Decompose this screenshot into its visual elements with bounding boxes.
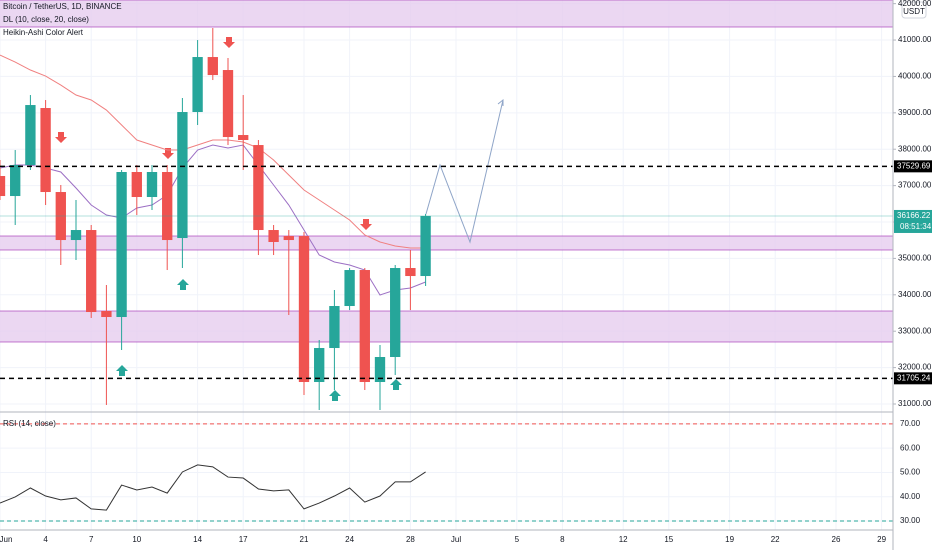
x-tick-label: 14	[193, 535, 202, 544]
candle-body	[268, 230, 279, 242]
down-arrow	[55, 132, 67, 143]
candle-body	[0, 176, 6, 197]
x-tick-label: 15	[664, 535, 673, 544]
candle-body	[283, 236, 294, 241]
currency-label[interactable]: USDT	[903, 7, 925, 16]
countdown-label: 08:51:34	[900, 222, 932, 231]
down-arrow	[223, 37, 235, 48]
candle-body	[70, 230, 82, 241]
rsi-line	[0, 464, 426, 511]
x-tick-label: 17	[239, 535, 248, 544]
candle-body	[101, 311, 112, 318]
zone	[0, 0, 893, 28]
projection-drawing	[425, 99, 504, 244]
down-arrow	[360, 219, 372, 230]
up-arrow	[329, 390, 341, 401]
candle-body	[192, 57, 203, 113]
up-arrow	[116, 365, 128, 376]
y-tick-label: 34000.00	[898, 290, 932, 299]
plot-layer	[0, 28, 893, 511]
level-label: 37529.69	[897, 161, 931, 170]
indicator-label: Heikin-Ashi Color Alert	[3, 28, 84, 37]
candle-body	[344, 270, 355, 307]
x-tick-label: 10	[132, 535, 141, 544]
level-badge	[894, 372, 932, 385]
y-tick-label: 40000.00	[898, 72, 932, 81]
candle-body	[177, 112, 188, 239]
x-tick-label: 4	[43, 535, 48, 544]
candle-body	[10, 165, 21, 197]
down-arrow	[162, 148, 174, 159]
candle-body	[40, 108, 51, 193]
last-price-badge	[894, 209, 932, 233]
buy-signals	[116, 279, 402, 401]
candle-body	[253, 145, 264, 231]
y-tick-label: 41000.00	[898, 35, 932, 44]
y-tick-label: 42000.00	[898, 0, 932, 8]
y-tick-label: 35000.00	[898, 254, 932, 263]
x-tick-label: 28	[406, 535, 415, 544]
level-badge	[894, 160, 932, 173]
rsi-tick-label: 50.00	[900, 468, 921, 477]
x-tick-label: 5	[515, 535, 520, 544]
candle-body	[86, 230, 97, 313]
rsi-title: RSI (14, close)	[3, 419, 56, 428]
indicator-label: DL (10, close, 20, close)	[3, 15, 89, 24]
up-arrow	[390, 379, 402, 390]
x-tick-label: 29	[877, 535, 886, 544]
candle-body	[390, 268, 401, 358]
chart-title: Bitcoin / TetherUS, 1D, BINANCE	[3, 2, 122, 11]
candle-body	[420, 215, 431, 277]
background-layer	[0, 0, 893, 530]
x-tick-label: Jun	[0, 535, 12, 544]
zone	[0, 235, 893, 251]
x-tick-label: 7	[89, 535, 94, 544]
y-tick-label: 38000.00	[898, 144, 932, 153]
rsi-tick-label: 60.00	[900, 443, 921, 452]
level-label: 31705.24	[897, 373, 931, 382]
candle-body	[298, 236, 310, 383]
candle-body	[116, 172, 127, 318]
x-tick-label: 26	[832, 535, 841, 544]
indicator-line	[0, 54, 426, 249]
sell-signals	[55, 37, 372, 230]
candle-body	[25, 105, 36, 166]
candle-body	[238, 135, 249, 141]
price-axis-panel	[893, 0, 932, 550]
candle-body	[131, 172, 142, 198]
candle-body	[314, 348, 325, 383]
candle-body	[146, 172, 158, 198]
y-tick-label: 39000.00	[898, 108, 932, 117]
rsi-tick-label: 70.00	[900, 419, 921, 428]
candle-body	[207, 57, 218, 76]
y-tick-label: 37000.00	[898, 181, 932, 190]
up-arrow	[177, 279, 189, 290]
rsi-tick-label: 30.00	[900, 516, 921, 525]
last-price-label: 36166.22	[897, 211, 931, 220]
x-tick-label: 19	[725, 535, 734, 544]
x-tick-label: Jul	[451, 535, 461, 544]
y-tick-label: 33000.00	[898, 326, 932, 335]
rsi-tick-label: 40.00	[900, 492, 921, 501]
x-tick-label: 8	[560, 535, 565, 544]
candle-body	[374, 357, 386, 383]
candle-body	[359, 270, 370, 383]
candle-body	[222, 70, 234, 138]
y-tick-label: 31000.00	[898, 399, 932, 408]
candle-body	[329, 306, 340, 349]
currency-badge[interactable]	[901, 1, 927, 19]
x-tick-label: 22	[771, 535, 780, 544]
projection-arrowhead	[497, 98, 504, 106]
y-tick-label: 32000.00	[898, 363, 932, 372]
x-tick-label: 12	[619, 535, 628, 544]
indicator-line	[0, 144, 426, 296]
x-tick-label: 21	[300, 535, 309, 544]
candle-body	[162, 172, 173, 241]
candle-body	[405, 268, 416, 277]
zone	[0, 310, 893, 342]
x-tick-label: 24	[345, 535, 354, 544]
candle-body	[55, 192, 66, 241]
